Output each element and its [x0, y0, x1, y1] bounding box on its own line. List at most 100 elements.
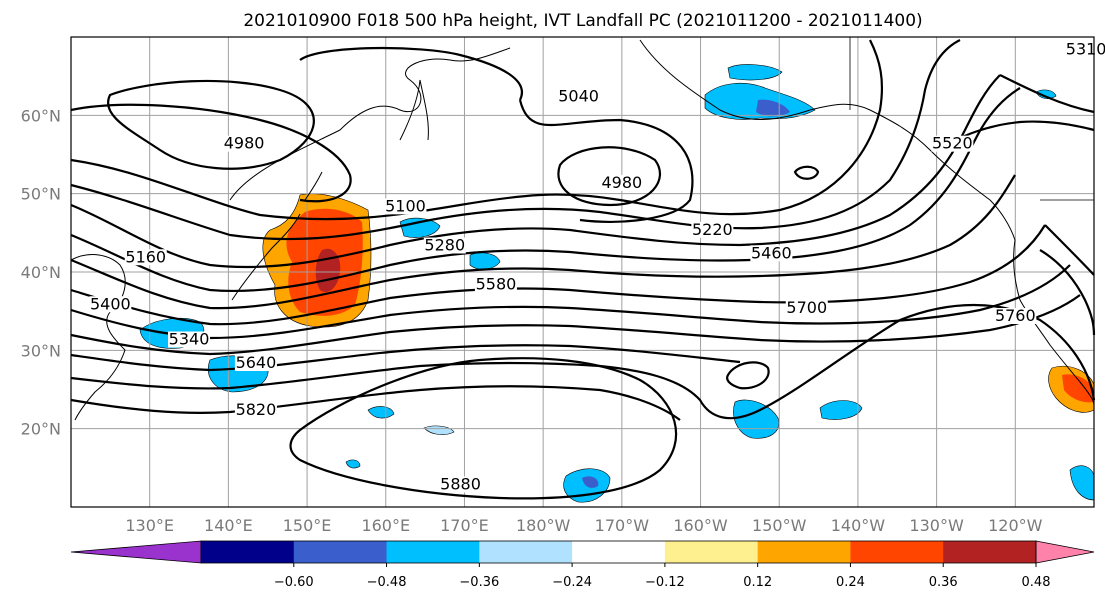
ivt-negative-region-small-3 — [345, 459, 361, 469]
contour-5880 — [289, 357, 678, 500]
contour-label: 4980 — [224, 134, 265, 153]
coastline-asia — [70, 254, 126, 421]
colorbar-segment — [201, 541, 295, 563]
colorbar-tick-label: 0.12 — [743, 575, 772, 590]
colorbar-tick-label: −0.48 — [367, 575, 407, 590]
contour-label: 5520 — [932, 134, 973, 153]
contour-label-background — [750, 245, 793, 262]
ivt-negative-region-small-1 — [367, 406, 395, 419]
colorbar-tick-label: −0.24 — [552, 575, 592, 590]
colorbar-segment — [386, 541, 480, 563]
contour-label-background — [423, 237, 466, 254]
longitude-label: 140°E — [204, 516, 253, 535]
contour-5160 — [70, 74, 1001, 269]
longitude-label: 140°W — [831, 516, 886, 535]
contour-label: 5640 — [236, 353, 277, 372]
contour-labels: 4980 5040 4980 5100 5160 5220 5280 5460 5520 5400… — [89, 40, 1105, 493]
contour-label-background — [785, 300, 828, 317]
longitude-label: 120°W — [988, 516, 1043, 535]
colorbar-extend-high — [1035, 540, 1095, 564]
colorbar-tick-label: 0.36 — [929, 575, 958, 590]
contour-label-background — [994, 308, 1037, 324]
contour-5700-east — [1044, 224, 1095, 276]
contour-label: 5880 — [440, 474, 481, 493]
colorbar-outline — [200, 540, 1037, 564]
coastline-russia — [229, 47, 511, 201]
colorbar-segment — [479, 541, 573, 563]
longitude-label: 170°E — [440, 516, 489, 535]
contour-label-background — [691, 221, 734, 238]
ivt-negative-region-kuril — [399, 217, 441, 238]
contour-5220 — [70, 87, 1021, 293]
latitude-label: 40°N — [21, 263, 61, 282]
latitude-labels: 60°N 50°N 40°N 30°N 20°N — [21, 106, 61, 438]
colorbar-tick-label: −0.12 — [645, 575, 685, 590]
longitude-label: 130°W — [909, 516, 964, 535]
colorbar-tick-label: 0.24 — [836, 575, 865, 590]
contour-label-background — [1065, 41, 1105, 58]
contour-label: 4980 — [601, 173, 642, 192]
contour-label: 5310 — [1066, 40, 1105, 59]
contour-4980-west — [107, 79, 315, 170]
contour-label: 5400 — [90, 294, 131, 313]
contour-label: 5040 — [558, 87, 599, 106]
contour-5640 — [70, 344, 741, 372]
longitude-label: 180°W — [516, 516, 571, 535]
contour-label-background — [223, 135, 266, 152]
contour-label: 5220 — [692, 220, 733, 239]
contour-label: 5460 — [751, 243, 792, 262]
ivt-negative-core-alaska — [756, 99, 790, 117]
ivt-negative-core-tropics — [582, 476, 599, 488]
contour-5460-east — [999, 74, 1095, 114]
map-frame — [70, 36, 1095, 508]
contour-5760 — [1039, 249, 1096, 336]
figure-title: 2021010900 F018 500 hPa height, IVT Land… — [243, 11, 922, 31]
contour-4980-ring — [793, 165, 820, 180]
contour-label-background — [931, 135, 974, 152]
contour-label: 5760 — [995, 306, 1036, 325]
colorbar-segment — [757, 541, 851, 563]
contour-label: 5700 — [786, 298, 827, 317]
ivt-negative-region-alaska-north — [727, 64, 783, 81]
contour-5280 — [70, 174, 1016, 310]
coastline-kamchatka — [399, 79, 429, 141]
contour-label: 5280 — [424, 236, 465, 255]
contour-label-background — [384, 198, 427, 215]
contour-5460 — [70, 264, 1071, 340]
latitude-label: 20°N — [21, 420, 61, 439]
colorbar-tick-label: −0.60 — [274, 575, 314, 590]
contour-label: 5340 — [169, 330, 210, 349]
latitude-label: 60°N — [21, 106, 61, 125]
coastline-japan — [231, 171, 323, 301]
coastline-alaska — [639, 39, 1016, 241]
coastlines — [70, 37, 1095, 421]
longitude-label: 130°E — [125, 516, 174, 535]
ivt-negative-region-small-2 — [1035, 89, 1057, 99]
contour-label-background — [234, 402, 277, 418]
contour-label-background — [557, 88, 600, 105]
contour-label-background — [124, 249, 167, 266]
colorbar: −0.60 −0.48 −0.36 −0.24 −0.12 0.12 0.24 0.36 0.4… — [70, 540, 1095, 590]
contour-label: 5820 — [236, 400, 277, 419]
contour-label-background — [439, 476, 482, 493]
latitude-label: 50°N — [21, 185, 61, 204]
colorbar-segment — [572, 541, 666, 563]
contour-label: 5160 — [125, 247, 166, 266]
longitude-label: 160°W — [673, 516, 728, 535]
contour-5400 — [70, 224, 1046, 326]
colorbar-segment — [943, 541, 1037, 563]
longitude-labels: 130°E 140°E 150°E 160°E 170°E 180°W 170°W 160°W… — [125, 516, 1042, 535]
contour-5820 — [70, 385, 681, 421]
contour-5820-ring — [726, 361, 770, 390]
colorbar-tick-label: −0.36 — [459, 575, 499, 590]
contour-5040-west — [70, 103, 352, 203]
contour-label-background — [89, 296, 132, 313]
longitude-label: 170°W — [595, 516, 650, 535]
coastline-north-america — [1013, 239, 1095, 406]
contour-label-background — [234, 355, 277, 371]
contour-lat45-upper — [70, 39, 884, 221]
longitude-label: 150°E — [283, 516, 332, 535]
contour-label: 5580 — [476, 275, 517, 294]
longitude-label: 160°E — [361, 516, 410, 535]
colorbar-segment — [664, 541, 759, 563]
